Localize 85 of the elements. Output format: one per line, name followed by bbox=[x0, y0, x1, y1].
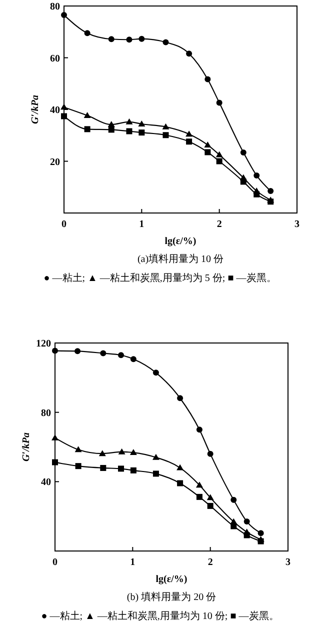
point bbox=[130, 449, 137, 456]
point bbox=[98, 450, 106, 456]
point bbox=[74, 446, 82, 452]
y-axis-title: G′/kPa bbox=[30, 95, 41, 124]
point bbox=[240, 149, 246, 156]
point bbox=[126, 36, 132, 43]
point bbox=[240, 178, 246, 185]
point bbox=[244, 532, 250, 538]
x-tick-label: 3 bbox=[286, 557, 290, 568]
y-tick-label: 40 bbox=[50, 105, 60, 116]
point bbox=[74, 348, 81, 354]
x-tick-label: 2 bbox=[216, 219, 222, 230]
point bbox=[186, 50, 192, 57]
point bbox=[206, 494, 214, 500]
point bbox=[100, 350, 106, 356]
point bbox=[207, 450, 214, 457]
point bbox=[258, 530, 264, 536]
point bbox=[207, 502, 214, 509]
point bbox=[176, 464, 184, 470]
point bbox=[130, 467, 136, 474]
point bbox=[118, 352, 124, 358]
point bbox=[118, 448, 126, 454]
point bbox=[152, 454, 160, 460]
point bbox=[177, 480, 184, 486]
point bbox=[61, 12, 67, 18]
point bbox=[108, 126, 114, 133]
point bbox=[138, 120, 146, 126]
text: (b) 填料用量为 20 份 bbox=[126, 591, 216, 603]
point bbox=[108, 36, 114, 42]
point bbox=[162, 39, 169, 46]
point bbox=[130, 356, 136, 362]
point bbox=[204, 76, 211, 82]
y-tick-label: 20 bbox=[50, 156, 60, 168]
y-tick-label: 60 bbox=[50, 53, 60, 64]
point bbox=[152, 470, 159, 477]
point bbox=[61, 113, 67, 120]
text: ● —粘土; ▲ —粘土和炭黑,用量均为 10 份; ■ —炭黑。 bbox=[41, 610, 279, 622]
x-tick-label: 3 bbox=[294, 219, 300, 230]
point bbox=[204, 149, 211, 156]
x-axis-title: lg(ε/%) bbox=[164, 236, 196, 247]
point bbox=[152, 370, 159, 376]
point bbox=[216, 151, 223, 158]
point bbox=[177, 395, 184, 402]
point bbox=[84, 112, 91, 118]
x-tick-label: 0 bbox=[62, 219, 66, 230]
y-tick-label: 120 bbox=[36, 338, 51, 350]
x-tick-label: 1 bbox=[130, 557, 136, 568]
point bbox=[186, 138, 192, 145]
point bbox=[162, 132, 169, 138]
y-tick-label: 80 bbox=[41, 408, 51, 419]
point bbox=[196, 494, 202, 500]
point bbox=[244, 518, 250, 525]
point bbox=[126, 128, 132, 134]
point bbox=[118, 466, 124, 472]
point bbox=[100, 464, 106, 471]
point bbox=[254, 172, 260, 178]
x-tick-label: 0 bbox=[52, 557, 58, 568]
y-tick-label: 40 bbox=[41, 477, 51, 488]
point bbox=[230, 523, 237, 530]
point bbox=[52, 459, 58, 466]
x-tick-label: 2 bbox=[208, 557, 213, 568]
point bbox=[230, 496, 237, 503]
point bbox=[216, 100, 222, 106]
point bbox=[204, 141, 212, 148]
point bbox=[254, 191, 260, 198]
point bbox=[84, 30, 90, 36]
x-tick-label: 1 bbox=[139, 219, 144, 230]
point bbox=[162, 123, 170, 130]
point bbox=[84, 126, 90, 132]
point bbox=[52, 348, 58, 354]
point bbox=[196, 426, 202, 433]
point bbox=[52, 434, 58, 440]
text: ● —粘土; ▲ —粘土和炭黑,用量均为 5 份; ■ —炭黑。 bbox=[44, 272, 276, 284]
y-axis-title: G′/kPa bbox=[21, 432, 32, 462]
point bbox=[268, 188, 274, 194]
x-axis-title: lg(ε/%) bbox=[156, 574, 188, 585]
y-tick-label: 80 bbox=[50, 2, 60, 12]
point bbox=[186, 130, 193, 137]
point bbox=[126, 118, 133, 124]
point bbox=[216, 158, 222, 164]
point bbox=[75, 463, 82, 470]
text: (a)填料用量为 10 份 bbox=[137, 253, 224, 265]
point bbox=[138, 36, 145, 42]
point bbox=[196, 482, 203, 488]
point bbox=[138, 130, 145, 136]
